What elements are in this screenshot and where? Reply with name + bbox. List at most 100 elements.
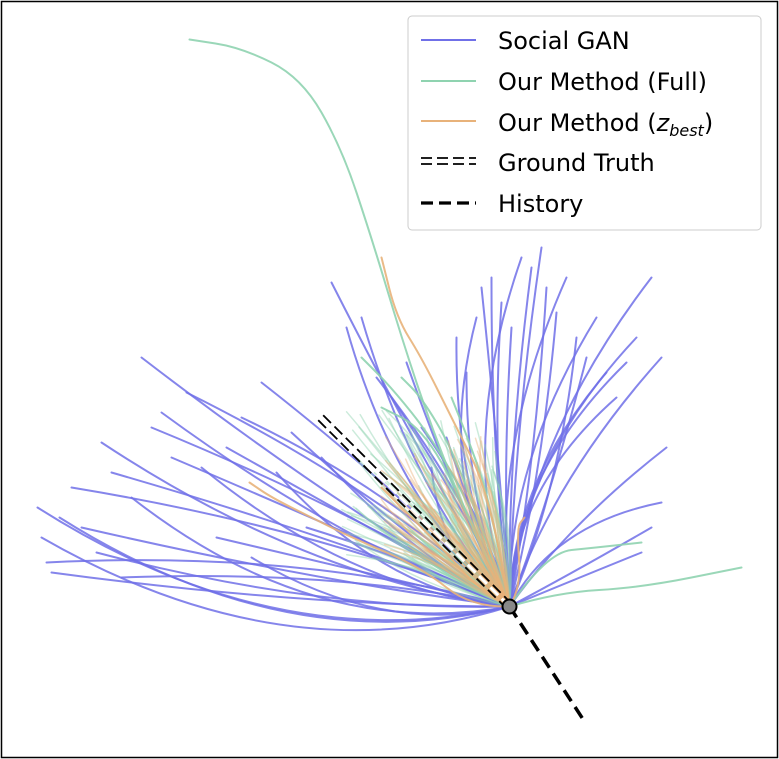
zbest-method-cluster-trajectory bbox=[422, 493, 511, 608]
legend-label-social-gan: Social GAN bbox=[498, 27, 630, 55]
social-gan-trajectory bbox=[160, 411, 511, 608]
zbest-method-cluster-trajectory bbox=[457, 472, 511, 608]
full-method-cluster-trajectory bbox=[494, 450, 511, 608]
full-method-cluster-trajectory bbox=[350, 492, 511, 608]
full-method-cluster-trajectory bbox=[372, 503, 511, 608]
full-method-cluster-trajectory bbox=[350, 515, 511, 608]
social-gan-trajectory bbox=[508, 356, 663, 608]
legend-label-history: History bbox=[498, 190, 583, 218]
zbest-method-cluster-trajectory bbox=[452, 448, 511, 608]
social-gan-trajectory bbox=[290, 431, 511, 608]
social-gan-trajectory bbox=[305, 526, 511, 608]
current-position-marker bbox=[501, 598, 518, 615]
full-method-cluster-trajectory bbox=[346, 539, 511, 608]
legend-label-zbest-end: ) bbox=[704, 109, 713, 137]
full-method-cluster-trajectory bbox=[378, 414, 511, 608]
full-method-cluster-trajectory bbox=[399, 430, 511, 608]
full-method-cluster-trajectory bbox=[450, 513, 511, 608]
social-gan-trajectory bbox=[508, 316, 598, 608]
full-method-cluster-trajectory bbox=[368, 505, 511, 608]
social-gan-trajectory bbox=[215, 536, 511, 608]
zbest-method-cluster-trajectory bbox=[456, 524, 511, 608]
legend-label-zbest-subscript: best bbox=[669, 121, 704, 140]
full-method-cluster-trajectory bbox=[491, 465, 512, 608]
social-gan-trajectory bbox=[275, 471, 511, 608]
zbest-method-cluster-trajectory bbox=[453, 487, 511, 608]
full-method-cluster-trajectory bbox=[453, 425, 511, 608]
social-gan-trajectory bbox=[484, 256, 523, 608]
full-method-cluster-trajectory bbox=[371, 556, 511, 608]
zbest-method-cluster-trajectory bbox=[465, 479, 511, 608]
full-method-cluster-trajectory bbox=[486, 472, 511, 608]
zbest-method-cluster-trajectory bbox=[409, 478, 511, 608]
social-gan-trajectory bbox=[360, 316, 511, 608]
full-method-cluster-trajectory bbox=[382, 471, 511, 608]
full-method-cluster-trajectory bbox=[354, 539, 511, 608]
zbest-method-cluster-trajectory bbox=[440, 479, 511, 608]
ground-truth-line-fill bbox=[316, 413, 511, 608]
zbest-method-cluster-trajectory bbox=[476, 461, 511, 608]
full-method-cluster-trajectory bbox=[359, 413, 511, 608]
zbest-method-trajectory bbox=[508, 516, 526, 608]
legend-swatch-ground-truth bbox=[421, 157, 476, 165]
social-gan-trajectory bbox=[58, 516, 511, 623]
zbest-method-trajectory bbox=[380, 486, 511, 608]
social-gan-trajectory bbox=[330, 281, 511, 608]
zbest-method-cluster-trajectory bbox=[447, 490, 511, 608]
ground-truth-line bbox=[314, 416, 508, 610]
full-method-cluster-trajectory bbox=[388, 417, 511, 608]
social-gan-trajectory bbox=[504, 276, 568, 608]
social-gan-trajectory bbox=[496, 301, 511, 608]
zbest-method-cluster-trajectory bbox=[388, 462, 511, 608]
zbest-method-cluster-trajectory bbox=[389, 549, 511, 608]
zbest-method-cluster-trajectory bbox=[469, 474, 511, 608]
zbest-method-cluster-trajectory bbox=[445, 486, 511, 608]
reference-lines bbox=[314, 411, 586, 723]
legend: Social GAN Our Method (Full) Our Method … bbox=[407, 15, 762, 231]
zbest-method-cluster-trajectory bbox=[458, 541, 511, 608]
full-method-cluster-trajectory bbox=[406, 540, 511, 608]
zbest-method-cluster-trajectory bbox=[435, 516, 511, 608]
zbest-method-cluster-trajectory bbox=[469, 491, 511, 608]
full-method-cluster-trajectory bbox=[345, 411, 511, 608]
full-method-cluster-trajectory bbox=[497, 483, 511, 608]
zbest-method-cluster-trajectory bbox=[474, 521, 511, 608]
full-method-cluster-trajectory bbox=[412, 428, 511, 608]
zbest-method-trajectory bbox=[380, 256, 511, 608]
zbest-method-cluster-trajectory bbox=[384, 436, 511, 608]
social-gan-trajectory bbox=[505, 326, 513, 608]
legend-label-zbest-main: Our Method ( bbox=[498, 109, 657, 137]
full-method-cluster-trajectory bbox=[403, 550, 511, 608]
zbest-method-cluster-trajectory bbox=[425, 481, 511, 608]
zbest-method-cluster-trajectory bbox=[443, 473, 511, 608]
social-gan-trajectory bbox=[508, 526, 653, 608]
legend-box bbox=[407, 15, 762, 231]
full-method-trajectory bbox=[400, 376, 511, 608]
zbest-method-cluster-trajectory bbox=[474, 437, 511, 608]
legend-label-zbest: Our Method (zbest) bbox=[498, 109, 713, 140]
full-method-cluster-trajectory bbox=[412, 501, 511, 608]
zbest-method-cluster-trajectory bbox=[447, 440, 511, 608]
zbest-method-cluster-trajectory bbox=[479, 436, 511, 608]
full-method-cluster-trajectory bbox=[440, 510, 511, 608]
social-gan-trajectory bbox=[40, 536, 511, 632]
social-gan-trajectory bbox=[320, 456, 511, 608]
zbest-method-cluster-trajectory bbox=[453, 532, 511, 608]
zbest-method-cluster-trajectory bbox=[397, 528, 511, 608]
full-method-cluster-trajectory bbox=[493, 471, 513, 608]
full-method-cluster-trajectory bbox=[355, 507, 511, 608]
legend-label-zbest-z: z bbox=[656, 109, 671, 137]
social-gan-trajectory bbox=[80, 526, 511, 608]
legend-label-full: Our Method (Full) bbox=[498, 68, 707, 96]
full-method-cluster-trajectory bbox=[474, 422, 511, 608]
full-method-cluster-trajectory bbox=[484, 443, 511, 608]
social-gan-trajectory bbox=[508, 501, 663, 608]
zbest-method-cluster-trajectory bbox=[463, 460, 511, 608]
zbest-method-cluster-trajectory bbox=[383, 543, 511, 608]
full-method-trajectory bbox=[188, 38, 511, 608]
history-line bbox=[508, 605, 586, 723]
legend-label-ground-truth: Ground Truth bbox=[498, 149, 655, 177]
social-gan-trajectory bbox=[508, 276, 653, 608]
full-method-cluster-trajectory bbox=[346, 553, 511, 608]
full-method-cluster-trajectory bbox=[458, 427, 511, 608]
